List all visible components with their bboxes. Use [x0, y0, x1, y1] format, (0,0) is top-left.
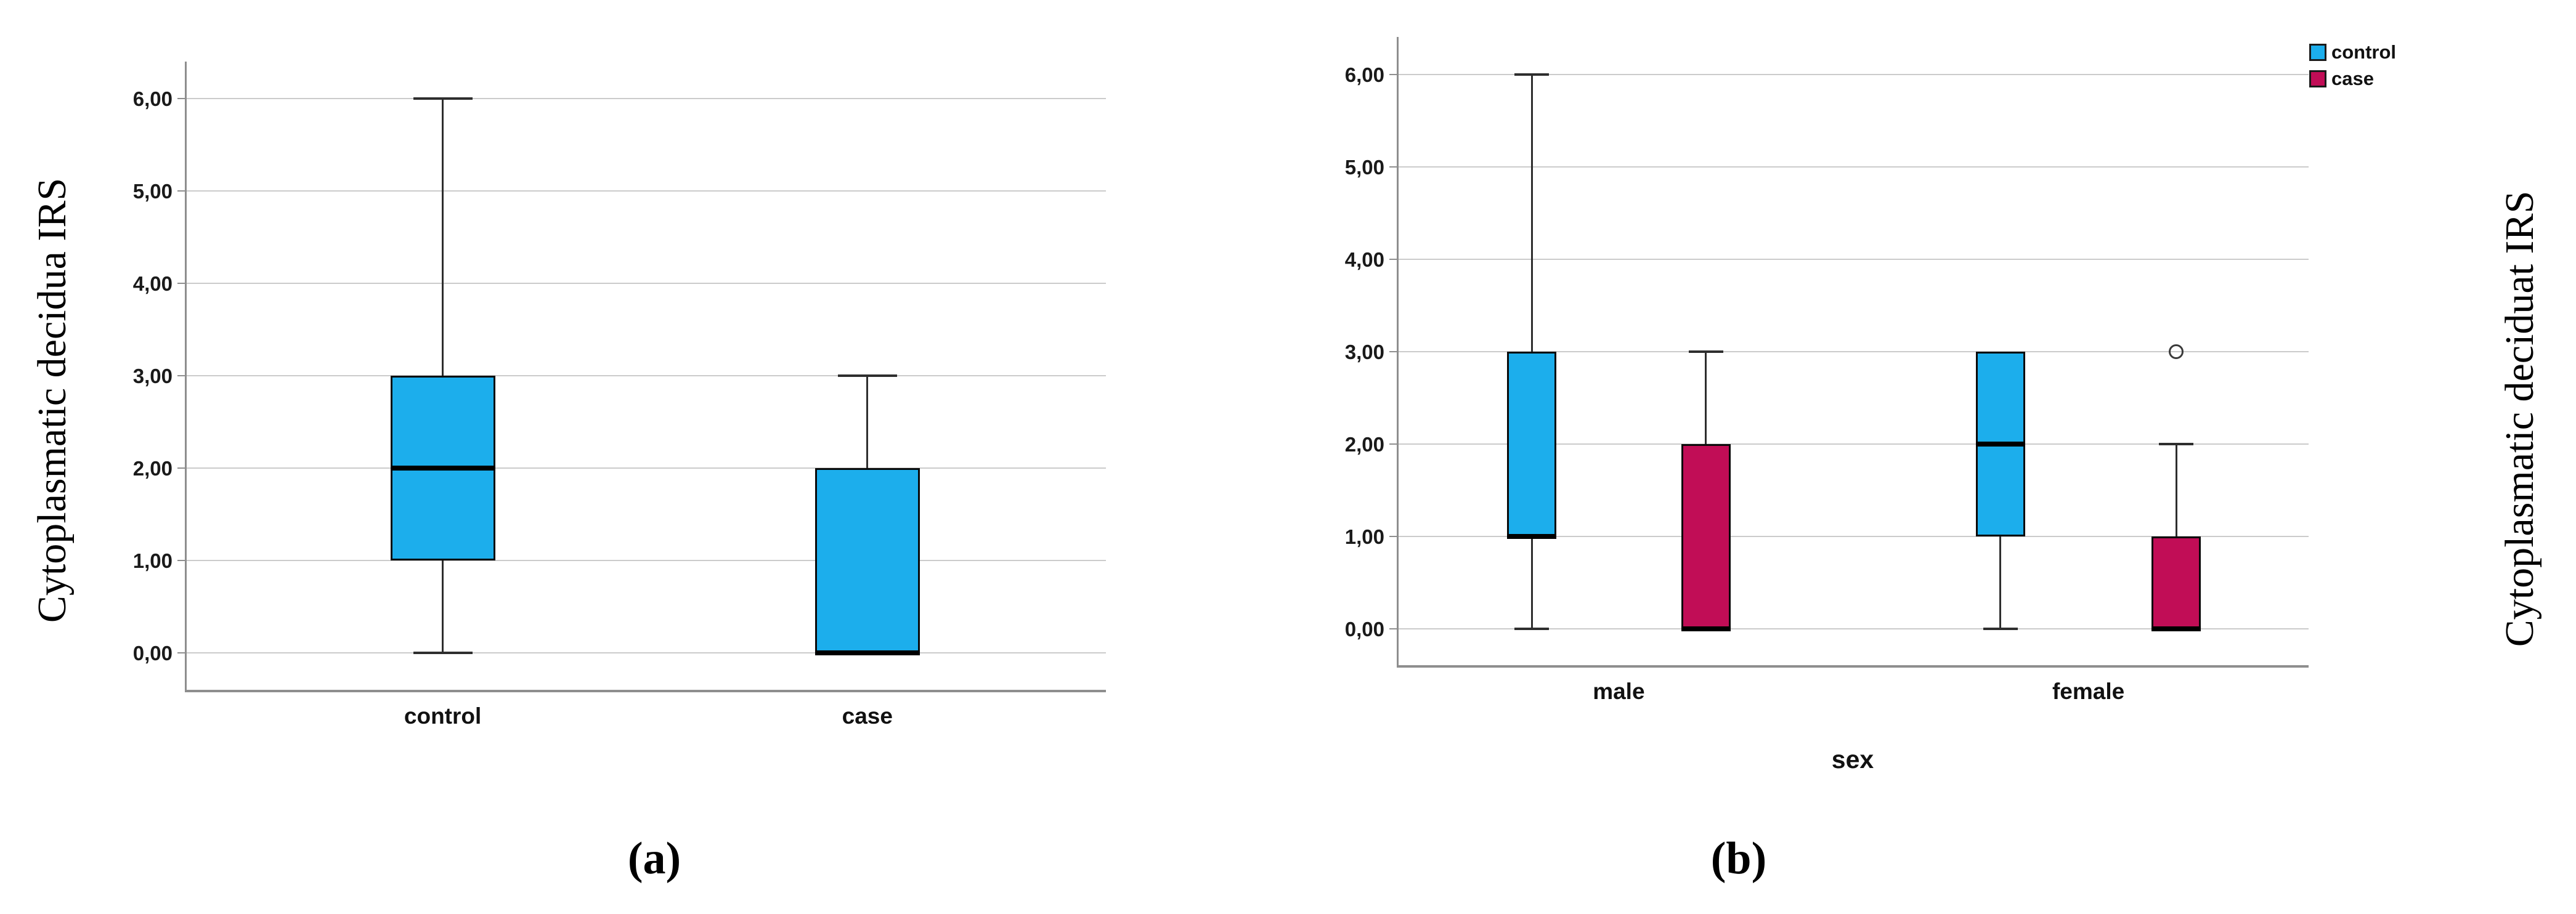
box-female-case — [2151, 536, 2201, 629]
chart-b-x-axis-title: sex — [1831, 745, 1874, 774]
lower-whisker — [442, 560, 444, 653]
category-label-case: case — [842, 703, 893, 729]
upper-whisker — [2175, 444, 2177, 536]
upper-whisker — [866, 376, 869, 468]
chart-b-y-axis-title: Cytoplasmatic deciduat IRS — [2497, 190, 2542, 647]
y-axis-line — [185, 62, 187, 690]
lower-whisker — [1530, 536, 1533, 629]
upper-whisker-cap — [1514, 73, 1550, 76]
y-tick-label: 4,00 — [1344, 248, 1384, 271]
lower-whisker-cap — [413, 652, 473, 654]
gridline — [1397, 259, 2309, 260]
upper-whisker-cap — [2159, 443, 2194, 445]
y-tick-mark — [177, 375, 185, 376]
upper-whisker-cap — [837, 374, 897, 377]
legend-label-case: case — [2331, 68, 2374, 89]
legend-swatch-control-icon — [2309, 43, 2326, 61]
legend-item-control: control — [2309, 42, 2396, 62]
gridline — [185, 283, 1106, 284]
y-tick-mark — [177, 560, 185, 561]
lower-whisker-cap — [1514, 628, 1550, 630]
gridline — [185, 467, 1106, 469]
y-tick-label: 1,00 — [1344, 525, 1384, 548]
caption-a: (a) — [627, 833, 681, 884]
y-tick-mark — [177, 283, 185, 284]
gridline — [1397, 74, 2309, 75]
y-tick-mark — [1389, 351, 1397, 352]
y-tick-label: 1,00 — [132, 549, 173, 572]
gridline — [1397, 351, 2309, 352]
category-label-male: male — [1593, 679, 1645, 704]
y-tick-label: 0,00 — [132, 642, 173, 665]
legend-item-case: case — [2309, 68, 2396, 89]
y-tick-label: 3,00 — [132, 365, 173, 387]
median-line — [390, 466, 495, 471]
y-tick-label: 6,00 — [132, 87, 173, 110]
y-tick-mark — [1389, 628, 1397, 629]
chart-a-y-axis-title: Cytoplasmatic decidua IRS — [30, 177, 75, 623]
gridline — [1397, 536, 2309, 537]
gridline — [185, 98, 1106, 99]
category-label-female: female — [2052, 679, 2125, 704]
gridline — [185, 652, 1106, 653]
gridline — [185, 560, 1106, 561]
lower-whisker — [1999, 536, 2002, 629]
upper-whisker — [1705, 352, 1707, 444]
gridline — [185, 375, 1106, 376]
x-axis-line — [185, 690, 1106, 692]
outlier-point — [2169, 344, 2184, 359]
median-line — [815, 650, 920, 655]
y-tick-label: 2,00 — [132, 457, 173, 480]
y-tick-label: 4,00 — [132, 272, 173, 295]
box-male-control — [1507, 352, 1557, 536]
y-tick-mark — [177, 652, 185, 653]
gridline — [1397, 443, 2309, 445]
gridline — [1397, 166, 2309, 168]
y-axis-line — [1397, 37, 1399, 665]
gridline — [1397, 628, 2309, 629]
median-line — [2151, 626, 2201, 631]
y-tick-label: 5,00 — [132, 180, 173, 203]
category-label-control: control — [404, 703, 482, 729]
box-male-case — [1681, 444, 1731, 629]
upper-whisker — [442, 99, 444, 376]
caption-b: (b) — [1710, 833, 1767, 884]
legend-swatch-case-icon — [2309, 70, 2326, 87]
y-tick-mark — [177, 190, 185, 192]
y-tick-mark — [1389, 443, 1397, 445]
upper-whisker-cap — [1688, 350, 1723, 353]
median-line — [1681, 626, 1731, 631]
upper-whisker-cap — [413, 97, 473, 100]
median-line — [1507, 534, 1557, 539]
lower-whisker-cap — [1983, 628, 2018, 630]
y-tick-mark — [177, 467, 185, 469]
y-tick-mark — [1389, 536, 1397, 537]
y-tick-mark — [177, 98, 185, 99]
box-case-case — [815, 468, 920, 653]
median-line — [1975, 442, 2025, 447]
y-tick-label: 6,00 — [1344, 63, 1384, 86]
upper-whisker — [1530, 75, 1533, 352]
y-tick-label: 3,00 — [1344, 341, 1384, 363]
chart-b-legend: control case — [2309, 42, 2396, 95]
y-tick-mark — [1389, 74, 1397, 75]
y-tick-label: 0,00 — [1344, 618, 1384, 641]
x-axis-line — [1397, 665, 2309, 668]
y-tick-label: 5,00 — [1344, 156, 1384, 179]
y-tick-mark — [1389, 259, 1397, 260]
gridline — [185, 190, 1106, 192]
y-tick-label: 2,00 — [1344, 433, 1384, 456]
legend-label-control: control — [2331, 41, 2397, 63]
y-tick-mark — [1389, 166, 1397, 168]
